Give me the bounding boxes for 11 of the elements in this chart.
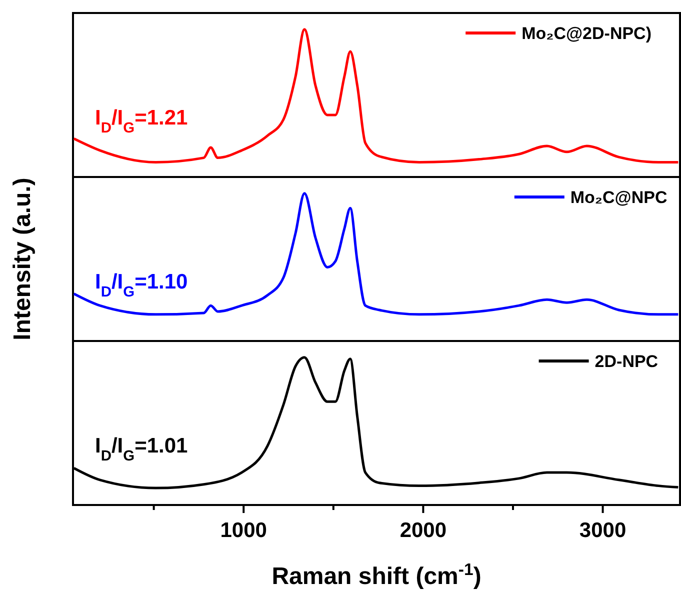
legend-label: Mo₂C@NPC	[570, 188, 668, 207]
x-axis-title: Raman shift (cm$^{-1}$)	[272, 560, 482, 590]
annotation: I$_{D}$/I$_{G}$=1.01	[95, 434, 188, 465]
annotation: I$_{D}$/I$_{G}$=1.21	[95, 106, 188, 137]
x-tick-label: 1000	[220, 519, 267, 542]
x-tick-label: 2000	[400, 519, 447, 542]
legend-label: Mo₂C@2D-NPC)	[522, 24, 652, 43]
annotation: I$_{D}$/I$_{G}$=1.10	[95, 270, 188, 301]
legend-label: 2D-NPC	[594, 352, 658, 371]
y-axis-title: Intensity (a.u.)	[9, 178, 36, 340]
x-tick-label: 3000	[579, 519, 626, 542]
